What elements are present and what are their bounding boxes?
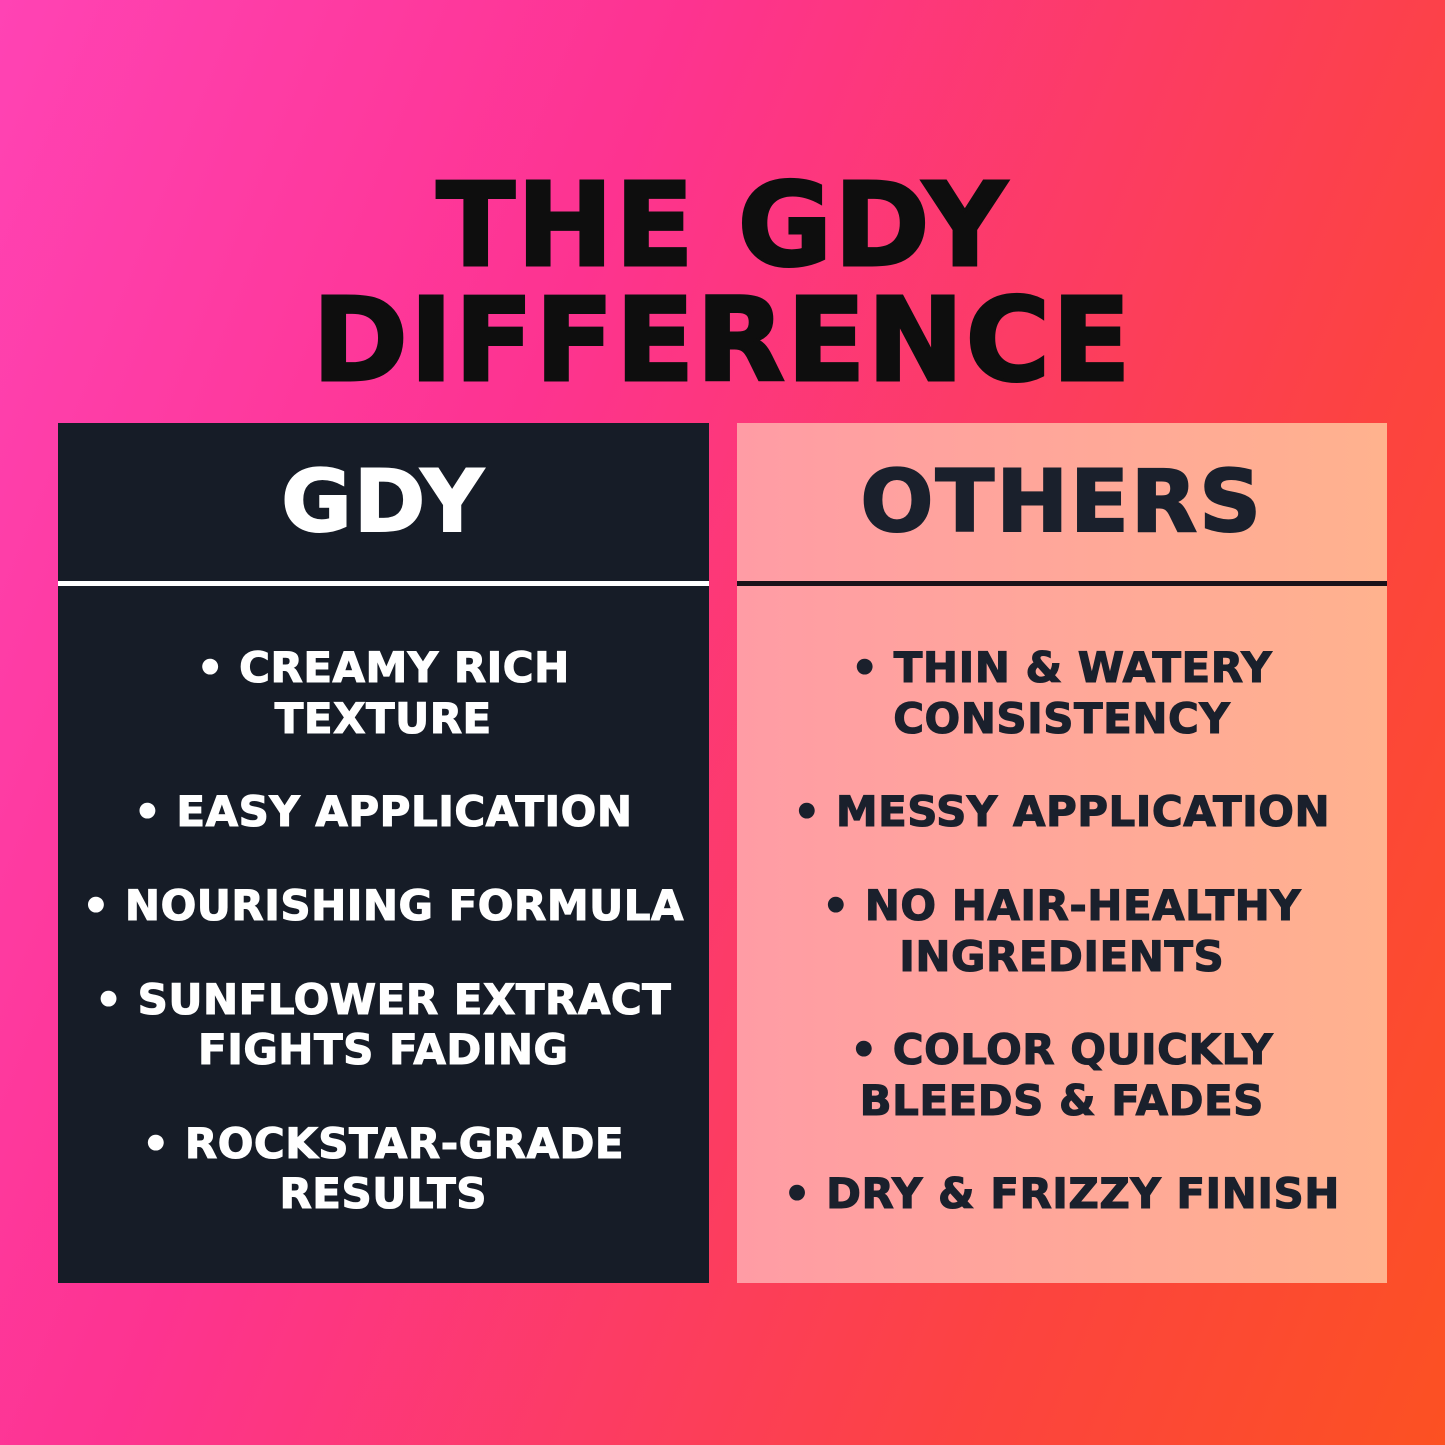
gdy-card-divider (58, 581, 709, 586)
list-item: • ROCKSTAR-GRADE RESULTS (142, 1118, 625, 1219)
others-card-divider (736, 581, 1387, 586)
list-item: • THIN & WATERY CONSISTENCY (851, 643, 1273, 743)
list-item: • NO HAIR-HEALTHY INGREDIENTS (822, 881, 1302, 981)
others-card-items: • THIN & WATERY CONSISTENCY • MESSY APPL… (737, 586, 1388, 1283)
list-item: • DRY & FRIZZY FINISH (783, 1169, 1340, 1219)
list-item: • SUNFLOWER EXTRACT FIGHTS FADING (95, 974, 672, 1075)
gdy-card-items: • CREAMY RICH TEXTURE • EASY APPLICATION… (58, 586, 709, 1283)
gdy-card-title: GDY (280, 451, 486, 553)
others-card-header: OTHERS (737, 423, 1388, 581)
others-card: OTHERS • THIN & WATERY CONSISTENCY • MES… (736, 423, 1388, 1283)
list-item: • EASY APPLICATION (133, 787, 633, 837)
comparison-columns: GDY • CREAMY RICH TEXTURE • EASY APPLICA… (58, 423, 1387, 1283)
page-title: THE GDY DIFFERENCE (311, 159, 1133, 409)
list-item: • MESSY APPLICATION (793, 787, 1331, 837)
list-item: • COLOR QUICKLY BLEEDS & FADES (850, 1025, 1274, 1125)
others-card-title: OTHERS (859, 451, 1264, 553)
list-item: • NOURISHING FORMULA (82, 881, 685, 931)
gdy-card: GDY • CREAMY RICH TEXTURE • EASY APPLICA… (58, 423, 709, 1283)
list-item: • CREAMY RICH TEXTURE (196, 643, 570, 743)
gdy-card-header: GDY (58, 423, 709, 581)
